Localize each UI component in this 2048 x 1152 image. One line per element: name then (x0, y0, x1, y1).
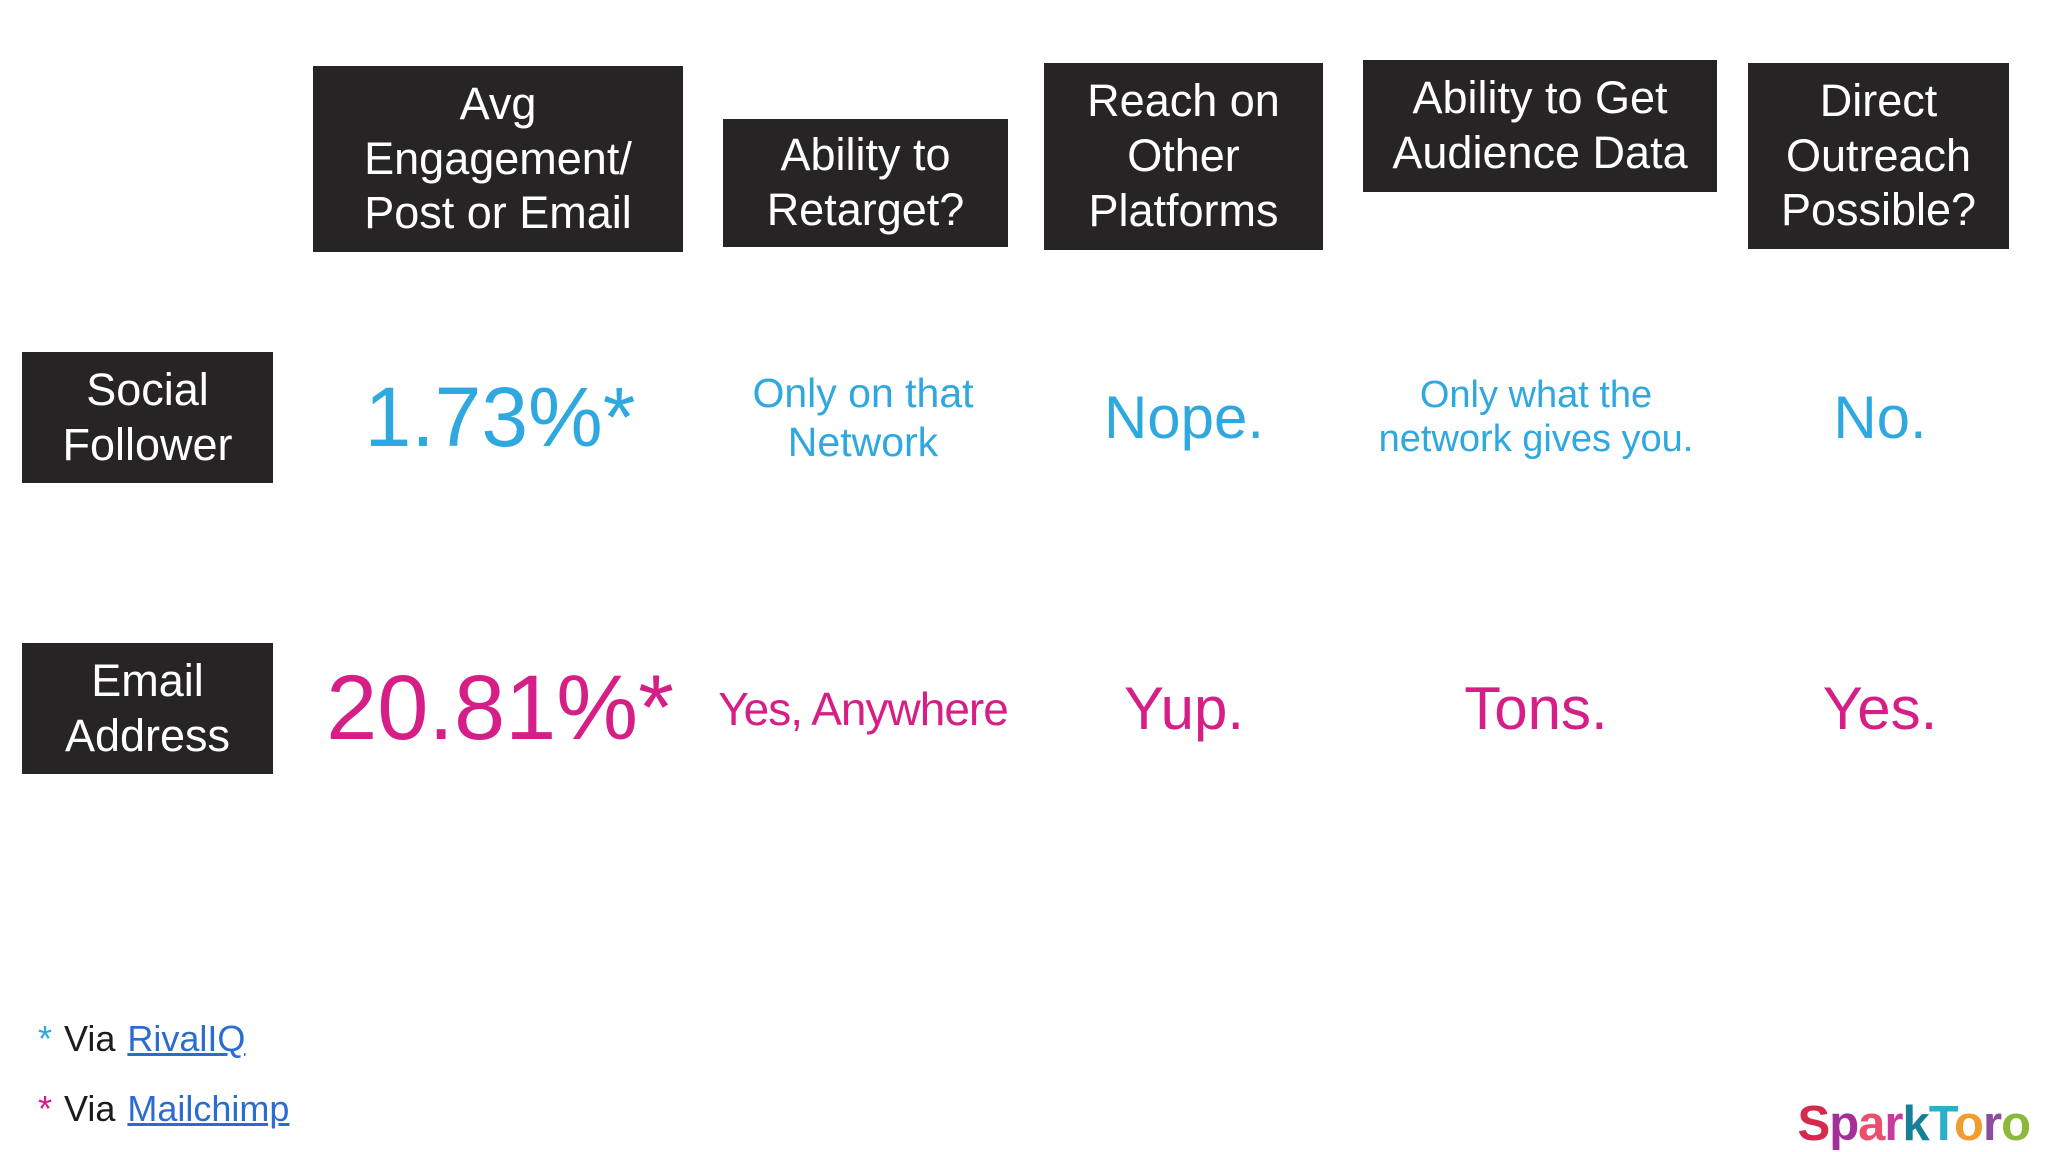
column-header-ability-to-get-audience-data: Ability to Get Audience Data (1363, 60, 1717, 192)
asterisk-pink: * (38, 1088, 53, 1129)
sparktoro-logo: SparkToro (1797, 1096, 2031, 1152)
cell-email-reach: Yup. (1123, 675, 1245, 742)
footnote-rivaliq: * Via RivalIQ (38, 1018, 245, 1064)
logo-letter: o (2001, 1097, 2031, 1151)
cell-social-reach: Nope. (1103, 384, 1265, 451)
cell-email-direct-outreach: Yes. (1822, 675, 1938, 742)
row-label-email-address: Email Address (22, 643, 273, 774)
logo-letter: r (1884, 1097, 1903, 1151)
column-header-avg-engagement: Avg Engagement/ Post or Email (313, 66, 683, 252)
cell-email-retarget: Yes, Anywhere (718, 682, 1009, 735)
mailchimp-link[interactable]: Mailchimp (127, 1088, 290, 1129)
column-header-direct-outreach-possible: Direct Outreach Possible? (1748, 63, 2009, 249)
logo-letter: T (1928, 1097, 1955, 1151)
footnote-via-label: Via (64, 1018, 116, 1059)
cell-social-audience-data: Only what the network gives you. (1378, 373, 1694, 460)
asterisk-blue: * (38, 1018, 53, 1059)
cell-email-audience-data: Tons. (1464, 675, 1608, 742)
column-header-reach-on-other-platforms: Reach on Other Platforms (1044, 63, 1323, 250)
logo-letter: k (1902, 1097, 1929, 1151)
rivaliq-link[interactable]: RivalIQ (127, 1018, 246, 1059)
cell-email-avg-engagement: 20.81%* (326, 657, 674, 759)
logo-letter: S (1797, 1097, 1831, 1151)
cell-social-avg-engagement: 1.73%* (364, 370, 636, 464)
column-header-ability-to-retarget: Ability to Retarget? (723, 119, 1008, 247)
cell-social-retarget: Only on that Network (752, 370, 974, 465)
logo-letter: r (1982, 1097, 2002, 1151)
row-label-social-follower: Social Follower (22, 352, 273, 483)
logo-letter: p (1829, 1097, 1859, 1151)
footnote-mailchimp: * Via Mailchimp (38, 1088, 289, 1134)
logo-letter: a (1858, 1097, 1885, 1151)
cell-social-direct-outreach: No. (1833, 384, 1927, 451)
logo-letter: o (1954, 1097, 1984, 1151)
footnote-via-label: Via (64, 1088, 116, 1129)
